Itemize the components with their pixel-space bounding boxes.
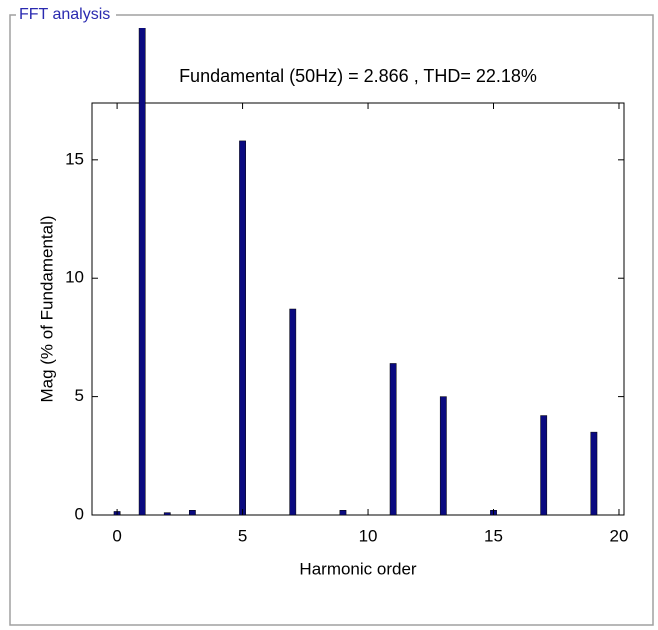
y-tick-label: 10 bbox=[65, 268, 84, 287]
bar bbox=[339, 510, 347, 515]
x-tick-label: 10 bbox=[359, 526, 378, 545]
x-tick-label: 5 bbox=[238, 526, 247, 545]
chart-title: Fundamental (50Hz) = 2.866 , THD= 22.18% bbox=[179, 66, 537, 86]
bar bbox=[289, 308, 297, 515]
bar bbox=[590, 431, 598, 515]
bar bbox=[540, 415, 548, 515]
bar bbox=[439, 396, 447, 515]
y-tick-label: 0 bbox=[75, 504, 84, 523]
x-tick-label: 0 bbox=[112, 526, 121, 545]
x-tick-label: 20 bbox=[610, 526, 629, 545]
bar bbox=[163, 512, 171, 515]
bar bbox=[188, 510, 196, 515]
plot-area bbox=[91, 102, 625, 516]
y-tick-label: 5 bbox=[75, 386, 84, 405]
panel-title: FFT analysis bbox=[19, 6, 110, 23]
panel-title-bg bbox=[16, 4, 116, 26]
x-axis-label: Harmonic order bbox=[299, 559, 416, 578]
y-axis-label: Mag (% of Fundamental) bbox=[37, 215, 56, 402]
bar bbox=[239, 140, 246, 515]
bar bbox=[389, 363, 397, 515]
y-tick-label: 15 bbox=[65, 149, 84, 168]
bar bbox=[138, 28, 146, 515]
bars bbox=[113, 28, 598, 515]
x-tick-label: 15 bbox=[484, 526, 503, 545]
